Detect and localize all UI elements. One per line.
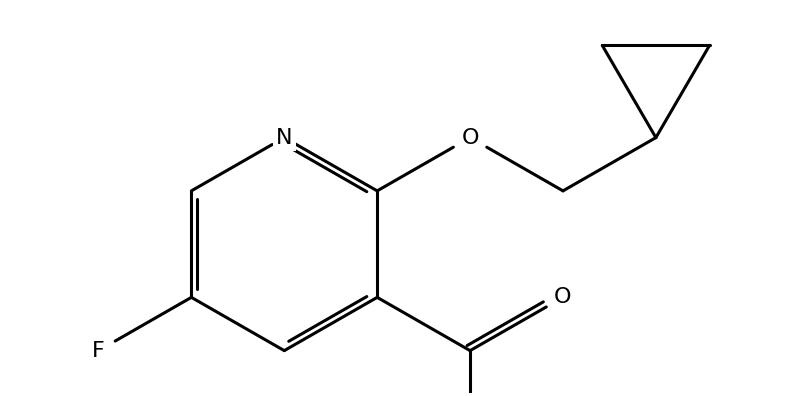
Text: N: N xyxy=(276,128,292,148)
Text: F: F xyxy=(92,341,105,361)
Text: O: O xyxy=(554,287,572,307)
Text: O: O xyxy=(461,128,479,148)
